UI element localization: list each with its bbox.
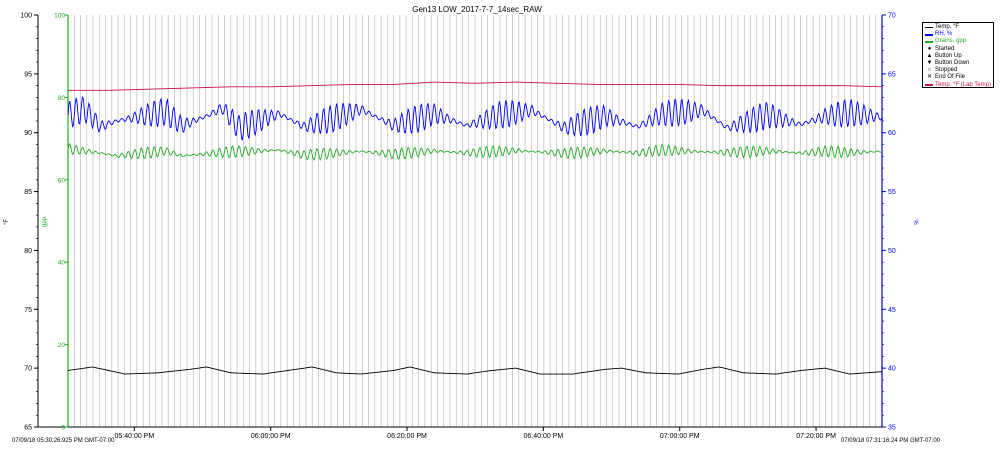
gpp-tick-label: 60 [58,177,66,184]
gpp-tick-label: 20 [58,342,66,349]
legend-item: ▼ Button Down [925,60,991,67]
series-group [67,81,883,375]
gpp-tick-label: 80 [58,95,66,102]
legend-marker-icon: ▲ [926,52,933,59]
legend-marker-icon: ✕ [926,74,933,81]
rh-tick-label: 50 [888,248,896,255]
legend-swatch [925,26,933,29]
legend-label: Temp, °F [935,24,960,30]
gpp-axis-label: gpp [42,216,48,227]
legend-swatch [925,34,933,36]
x-tick-label: 07:20:00 PM [796,433,836,440]
temp-tick-label: 100 [20,13,32,20]
temp-tick-label: 70 [24,366,32,373]
legend-item: Grains, gpp [925,38,991,45]
legend-item: Temp, °F [925,24,991,31]
gpp-tick-label: 0 [61,425,65,432]
legend-label: Button Down [935,60,970,67]
x-tick-label: 07:00:00 PM [660,433,700,440]
rh-tick-label: 60 [888,130,896,137]
chart-title: Gen13 LOW_2017-7-7_14sec_RAW [412,5,542,14]
gpp-tick-label: 100 [54,13,65,20]
temp-tick-label: 95 [24,71,32,78]
rh-tick-label: 45 [888,307,896,314]
legend-marker-icon: ● [927,45,932,52]
legend-label: Started [935,45,955,52]
legend-label: Button Up [935,52,962,59]
x-tick-label: 05:40:00 PM [114,433,154,440]
rh-tick-label: 40 [888,366,896,373]
x-start-label: 07/09/18 05:30:26.925 PM GMT-07:00 [12,438,115,444]
rh-tick-label: 35 [888,425,896,432]
legend-swatch [925,41,933,43]
x-tick-label: 06:40:00 PM [524,433,564,440]
temp-tick-label: 75 [24,307,32,314]
legend-item: ▲ Button Up [925,53,991,60]
legend-item: ○ Stopped [925,67,991,74]
x-tick-label: 06:00:00 PM [251,433,291,440]
x-end-label: 07/09/18 07:31:16.24 PM GMT-07:00 [841,438,941,444]
legend: Temp, °F RH, % Grains, gpp ● Started ▲ Button … [922,22,994,88]
axes: 65 70 75 80 85 90 95 100 0 20 40 60 80 100 35 40 45 50 55 6… [20,13,896,441]
legend-label: Stopped [935,67,958,74]
rh-tick-label: 65 [888,71,896,78]
rh-tick-label: 70 [888,13,896,20]
legend-label: RH, % [935,31,953,38]
legend-swatch [925,84,933,86]
legend-label: Grains, gpp [935,38,967,45]
series-line-rh [67,96,883,141]
legend-item: Temp, °F (Lab Temp) [925,82,991,89]
right-axis-label: % [912,219,918,225]
series-line-grains [67,142,883,161]
temp-tick-label: 85 [24,189,32,196]
temp-tick-label: 80 [24,248,32,255]
legend-item: ✕ End Of File [925,74,991,81]
legend-marker-icon: ○ [927,67,932,74]
temp-tick-label: 90 [24,130,32,137]
rh-tick-label: 55 [888,189,896,196]
legend-label: Temp, °F (Lab Temp) [935,81,991,88]
x-tick-label: 06:20:00 PM [387,433,427,440]
grid-lines [73,15,877,427]
legend-marker-icon: ▼ [926,60,933,67]
series-line-temp [67,366,883,375]
gpp-tick-label: 40 [58,260,66,267]
legend-item: ● Started [925,46,991,53]
series-line-lab_temp [68,81,883,91]
legend-item: RH, % [925,31,991,38]
temp-tick-label: 65 [24,425,32,432]
legend-label: End Of File [935,74,966,81]
left-axis-label: °F [4,219,10,225]
